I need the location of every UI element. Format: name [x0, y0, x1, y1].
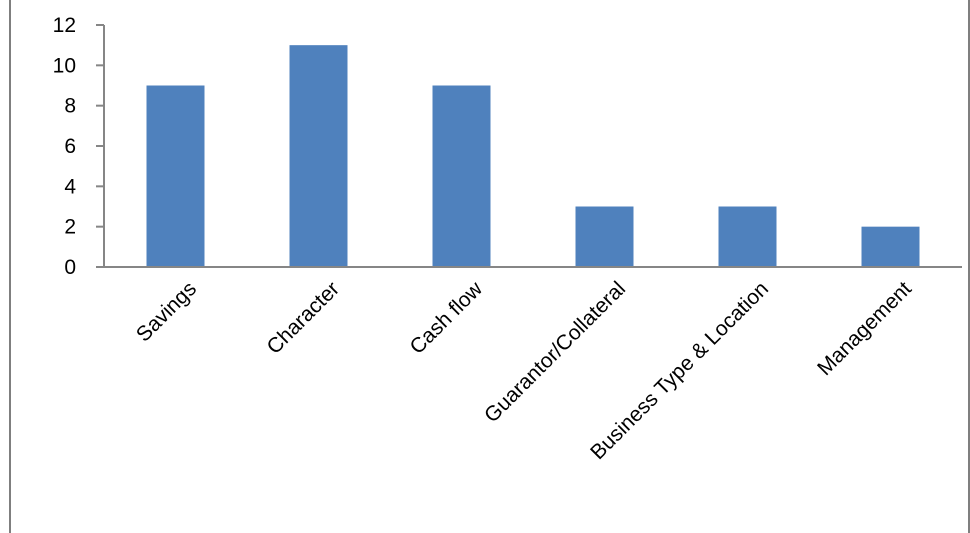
bar: [718, 206, 777, 267]
y-tick-label: 8: [64, 95, 76, 118]
chart-frame-right-border: [968, 0, 970, 533]
x-category-label: Character: [263, 277, 344, 358]
y-tick-label: 4: [64, 175, 76, 198]
chart-frame-left-border: [9, 0, 11, 533]
y-tick-label: 12: [53, 14, 76, 37]
y-tick-label: 0: [64, 256, 76, 279]
bar: [575, 206, 634, 267]
y-tick-label: 10: [53, 54, 76, 77]
bar: [146, 85, 205, 267]
y-tick-label: 6: [64, 135, 76, 158]
bar: [289, 45, 348, 267]
x-category-label: Savings: [132, 277, 201, 346]
bar: [432, 85, 491, 267]
x-category-label: Guarantor/Collateral: [480, 277, 630, 427]
x-category-label: Cash flow: [406, 277, 488, 359]
y-tick-label: 2: [64, 216, 76, 239]
x-category-label: Management: [813, 277, 916, 380]
x-axis-labels: Savings Character Cash flowGuarantor/Colla…: [132, 277, 916, 464]
y-axis: 0 2 4 6 8 10 12: [53, 14, 105, 279]
bar: [861, 226, 920, 267]
bars-group: [146, 45, 920, 267]
